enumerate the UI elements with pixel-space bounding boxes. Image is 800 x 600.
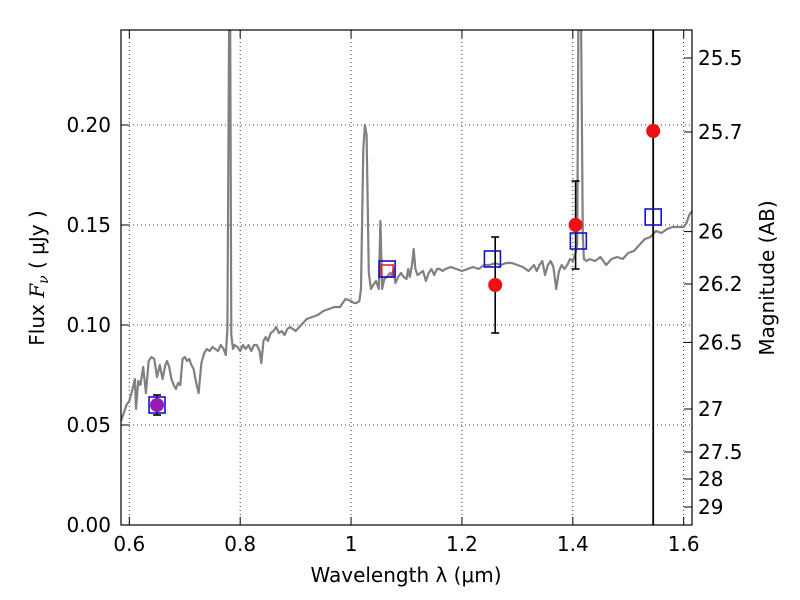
y-axis-label-right: Magnitude (AB) bbox=[755, 200, 779, 355]
model-point bbox=[148, 396, 166, 414]
spectrum-line bbox=[121, 30, 692, 422]
right-tick-label: 26.5 bbox=[698, 330, 743, 354]
model-point bbox=[569, 232, 588, 250]
y-axis-label-math: F bbox=[25, 283, 49, 299]
model-point bbox=[378, 260, 396, 278]
tick-labels: 0.6 0.8 1 1.2 1.4 1.6 0.00 0.05 0.10 0.15 0.20 25.5… bbox=[66, 46, 742, 556]
y-axis-label-text: Flux bbox=[25, 298, 49, 346]
observed-point bbox=[150, 398, 165, 412]
right-tick-label: 25.5 bbox=[698, 46, 743, 70]
observed-point bbox=[488, 278, 503, 292]
right-tick-label: 29 bbox=[698, 495, 723, 519]
y-axis-label-left: Flux Fν ( μJy ) bbox=[25, 210, 52, 345]
y-tick-label: 0.10 bbox=[66, 313, 111, 337]
y-axis-label-math-sub: ν bbox=[36, 275, 52, 284]
x-tick-label: 1 bbox=[345, 532, 358, 556]
x-tick-label: 0.8 bbox=[224, 532, 256, 556]
model-point bbox=[483, 250, 502, 268]
x-tick-label: 0.6 bbox=[113, 532, 145, 556]
y-tick-label: 0.20 bbox=[66, 113, 111, 137]
x-tick-label: 1.2 bbox=[446, 532, 478, 556]
x-tick-label: 1.4 bbox=[557, 532, 589, 556]
model-point bbox=[644, 208, 662, 226]
ticks bbox=[121, 30, 692, 526]
x-axis-label: Wavelength λ (μm) bbox=[310, 563, 501, 587]
grid-lines bbox=[121, 30, 692, 525]
right-tick-label: 28 bbox=[698, 467, 723, 491]
y-tick-label: 0.15 bbox=[66, 213, 111, 237]
observed-point bbox=[568, 218, 583, 232]
axes-frame bbox=[120, 29, 693, 526]
y-tick-label: 0.05 bbox=[66, 413, 111, 437]
right-tick-label: 25.7 bbox=[698, 120, 743, 144]
x-tick-label: 1.6 bbox=[668, 532, 700, 556]
right-tick-label: 27.5 bbox=[698, 440, 743, 464]
right-tick-label: 26 bbox=[698, 220, 723, 244]
y-axis-label-unit: ( μJy ) bbox=[25, 210, 49, 275]
y-tick-label: 0.00 bbox=[66, 513, 111, 537]
right-tick-label: 26.2 bbox=[698, 272, 743, 296]
observed-point bbox=[646, 124, 661, 138]
plot-area bbox=[121, 30, 692, 525]
right-tick-label: 27 bbox=[698, 397, 723, 421]
